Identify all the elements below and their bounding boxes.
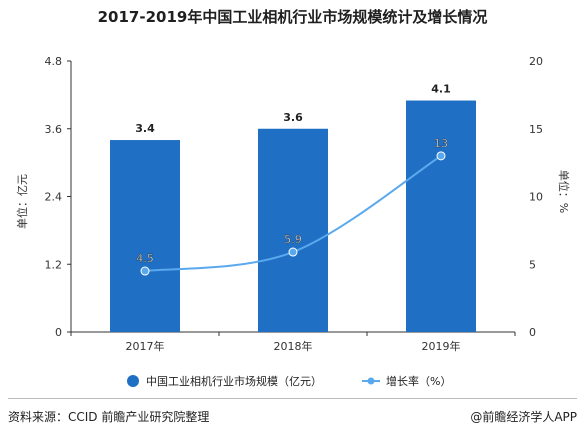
y-tick-label-left: 2.4 xyxy=(45,191,63,204)
chart-area: 0 1.2 2.4 3.6 4.8 0 5 10 15 20 单位：亿元 单位：% 2017年 2018年… xyxy=(15,55,571,388)
growth-point xyxy=(436,151,446,161)
y-axis-title-left: 单位：亿元 xyxy=(15,174,29,229)
legend-bar-marker xyxy=(127,375,139,387)
y-tick-label-right: 15 xyxy=(529,123,543,136)
plot-area: 0 1.2 2.4 3.6 4.8 0 5 10 15 20 单位：亿元 单位：% 2017年 2018年… xyxy=(15,55,571,388)
y-tick-label-left: 4.8 xyxy=(45,55,63,68)
x-tick-label: 2019年 xyxy=(422,339,461,353)
legend-line-dot xyxy=(367,377,375,385)
y-axis-title-right: 单位：% xyxy=(557,170,571,213)
chart-title: 2017-2019年中国工业相机行业市场规模统计及增长情况 xyxy=(97,8,488,26)
x-tick-label: 2018年 xyxy=(274,339,313,353)
footer: 资料来源：CCID 前瞻产业研究院整理 @前瞻经济学人APP xyxy=(0,398,585,435)
bar-value-label: 3.6 xyxy=(283,111,303,124)
footer-divider xyxy=(8,398,577,399)
brand-credit: @前瞻经济学人APP xyxy=(470,410,577,424)
legend-bar-label: 中国工业相机行业市场规模（亿元） xyxy=(146,374,322,388)
legend-line-label: 增长率（%） xyxy=(386,374,451,388)
growth-value-label: 13 xyxy=(434,137,448,150)
growth-point xyxy=(288,247,298,257)
bar-value-label: 4.1 xyxy=(431,83,451,96)
y-tick-label-right: 5 xyxy=(529,258,536,271)
y-tick-label-left: 0 xyxy=(55,326,62,339)
bar xyxy=(406,100,476,332)
y-tick-label-left: 1.2 xyxy=(45,258,63,271)
y-tick-label-right: 20 xyxy=(529,55,543,68)
bar xyxy=(258,128,328,332)
y-tick-label-left: 3.6 xyxy=(45,123,63,136)
source-note: 资料来源：CCID 前瞻产业研究院整理 xyxy=(8,410,210,424)
bar xyxy=(110,140,180,332)
x-tick-label: 2017年 xyxy=(126,339,165,353)
y-tick-label-right: 10 xyxy=(529,191,543,204)
growth-value-label: 4.5 xyxy=(136,252,154,265)
growth-value-label: 5.9 xyxy=(284,233,302,246)
y-tick-label-right: 0 xyxy=(529,326,536,339)
bar-value-label: 3.4 xyxy=(135,122,155,135)
growth-point xyxy=(140,266,150,276)
